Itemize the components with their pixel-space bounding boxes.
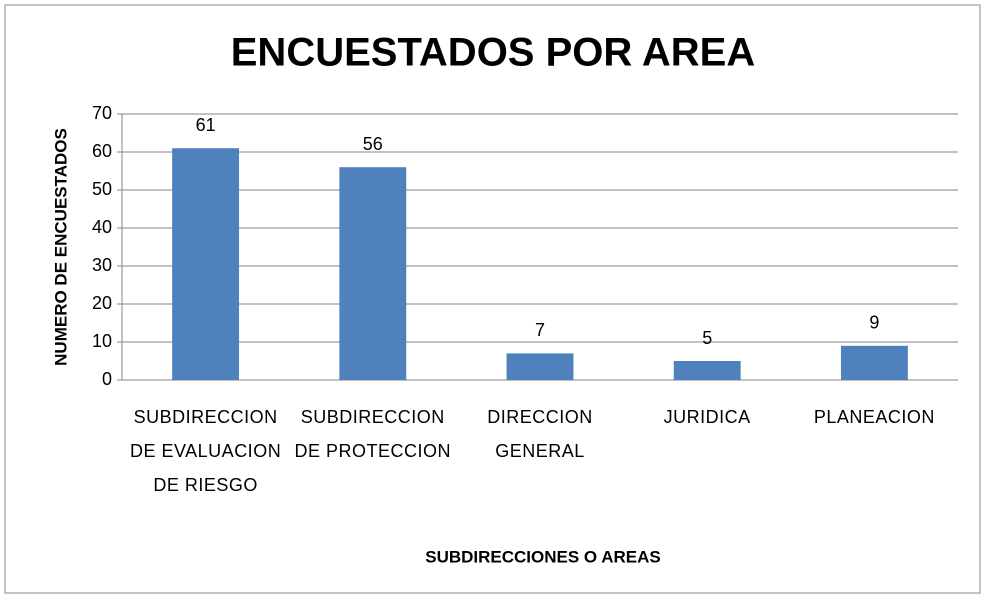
data-label: 7 — [535, 320, 545, 340]
y-tick-label: 60 — [92, 141, 112, 161]
y-tick-label: 20 — [92, 293, 112, 313]
x-axis-label: SUBDIRECCIONES O AREAS — [425, 547, 661, 566]
y-tick-label: 70 — [92, 103, 112, 123]
x-tick-label: DIRECCION GENERAL — [487, 407, 593, 461]
chart-border — [4, 4, 981, 594]
bar — [840, 345, 908, 380]
y-tick-label: 50 — [92, 179, 112, 199]
y-tick-label: 40 — [92, 217, 112, 237]
data-label: 61 — [196, 115, 216, 135]
chart-title: ENCUESTADOS POR AREA — [231, 31, 756, 75]
data-label: 5 — [702, 328, 712, 348]
y-tick-label: 30 — [92, 255, 112, 275]
bar — [506, 353, 574, 380]
bar — [673, 361, 741, 380]
y-tick-label: 10 — [92, 331, 112, 351]
data-label: 56 — [363, 134, 383, 154]
bar — [172, 148, 240, 380]
y-tick-label: 0 — [102, 369, 112, 389]
x-tick-label: JURIDICA — [663, 407, 751, 427]
data-label: 9 — [869, 313, 879, 333]
x-tick-label: PLANEACION — [813, 407, 935, 427]
bar — [339, 167, 407, 380]
y-axis-label: NUMERO DE ENCUESTADOS — [51, 128, 70, 366]
x-tick-label: SUBDIRECCION DE PROTECCION — [294, 407, 452, 461]
x-tick-label: SUBDIRECCION DE EVALUACION DE RIESGO — [129, 407, 282, 495]
